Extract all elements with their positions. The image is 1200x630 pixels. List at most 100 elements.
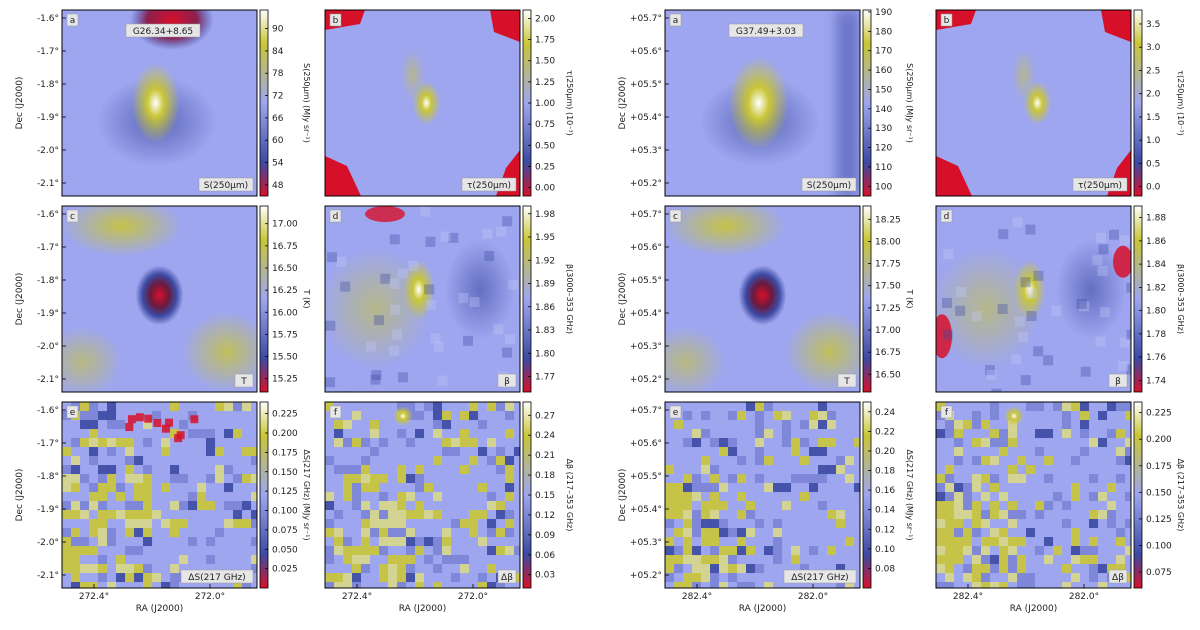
- colorbar-0-b: 2.00 1.75 1.50 1.25 1.00 0.75 0.50 0.25 0.00 τ(25…: [522, 9, 574, 197]
- panel-letter-box: [669, 13, 682, 27]
- panel-letter-box: [329, 13, 342, 27]
- field-2: a S(250μm) G37.49+3.03 190 180 170 160 150 140 13…: [618, 8, 1185, 614]
- colorbar-tick-label: 17.25: [875, 304, 901, 314]
- colorbar-tick-label: 0.175: [272, 448, 298, 458]
- colorbar-tick-label: 90: [272, 25, 284, 35]
- colorbar-tick-label: 1.00: [535, 99, 555, 109]
- dec-tick-label: -2.1°: [37, 375, 59, 385]
- colorbar-tick-label: 180: [875, 27, 892, 37]
- map-label: β: [1115, 377, 1121, 387]
- colorbar-tick-label: 1.86: [535, 303, 555, 313]
- colorbar-1-d: 1.88 1.86 1.84 1.82 1.80 1.78 1.76 1.74 β(3000–3…: [1133, 205, 1185, 393]
- colorbar-tick-label: 15.50: [272, 353, 298, 363]
- panel-letter-box: [329, 209, 342, 223]
- colorbar-scale: [522, 205, 532, 393]
- map-label: Δβ: [501, 573, 513, 583]
- dec-tick-label: +05.4°: [630, 113, 662, 123]
- panel-0-f: f Δβ 0.27 0.24 0.21 0.18 0.15 0.12 0.09 0.06 0.03 Δ…: [324, 401, 574, 614]
- dec-tick-label: +05.3°: [630, 146, 662, 156]
- panel-letter: a: [673, 16, 679, 26]
- colorbar-tick-label: 0.10: [875, 545, 895, 555]
- map-label-box: [461, 177, 517, 192]
- field-title: G37.49+3.03: [736, 27, 796, 37]
- map-label-box: [801, 177, 857, 192]
- dec-tick-label: +05.7°: [630, 210, 662, 220]
- panel-0-e: e ΔS(217 GHz) 0.225 0.200 0.175 0.150 0.125 0.1…: [15, 401, 311, 614]
- colorbar-tick-label: 1.74: [1146, 376, 1166, 386]
- colorbar-label: S(250μm) (MJy sr⁻¹): [302, 63, 311, 143]
- colorbar-tick-label: 15.75: [272, 330, 298, 340]
- colorbar-tick-label: 0.03: [535, 571, 555, 581]
- panel-0-a: a S(250μm) G26.34+8.65 90 84 78 72 66 60 54 48 S(25…: [15, 9, 311, 197]
- panel-letter: a: [70, 16, 76, 26]
- dec-tick-label: -2.0°: [37, 146, 59, 156]
- map-label: ΔS(217 GHz): [188, 573, 245, 583]
- map-label: T: [240, 377, 247, 387]
- colorbar-tick-label: 2.0: [1146, 90, 1161, 100]
- colorbar-1-e: 0.24 0.22 0.20 0.18 0.16 0.14 0.12 0.10 0.08 ΔS(2…: [862, 401, 914, 589]
- colorbar-tick-label: 0.18: [875, 467, 895, 477]
- ra-tick-label: 282.0°: [798, 592, 828, 602]
- colorbar-tick-label: 1.25: [535, 78, 555, 88]
- map-label: β: [504, 377, 510, 387]
- colorbar-0-a: 90 84 78 72 66 60 54 48 S(250μm) (MJy sr⁻¹): [259, 9, 311, 197]
- panel-letter-box: [329, 405, 342, 419]
- colorbar-tick-label: 100: [875, 182, 892, 192]
- dec-tick-label: +05.7°: [630, 406, 662, 416]
- colorbar-scale: [862, 205, 872, 393]
- colorbar-tick-label: 0.025: [272, 565, 298, 575]
- colorbar-tick-label: 0.09: [535, 531, 555, 541]
- colorbar-tick-label: 78: [272, 69, 284, 79]
- panel-1-e: e ΔS(217 GHz) 0.24 0.22 0.20 0.18 0.16 0.14 0.12…: [618, 401, 914, 614]
- field-1: a S(250μm) G26.34+8.65 90 84 78 72 66 60 54 48 S(25…: [15, 9, 574, 614]
- field-title-box: [728, 23, 804, 38]
- dec-tick-label: -1.6°: [37, 14, 59, 24]
- colorbar-tick-label: 1.50: [535, 57, 555, 67]
- colorbar-scale: [259, 9, 269, 197]
- ra-tick-label: 282.4°: [953, 592, 983, 602]
- map-label-box: [234, 373, 254, 388]
- colorbar-tick-label: 1.5: [1146, 113, 1160, 123]
- colorbar-tick-label: 0.050: [272, 545, 298, 555]
- panel-letter-box: [669, 405, 682, 419]
- ra-tick-label: 272.0°: [458, 592, 488, 602]
- dec-tick-label: -2.1°: [37, 571, 59, 581]
- panel-letter-box: [940, 405, 953, 419]
- colorbar-label: S(250μm) (MJy sr⁻¹): [905, 63, 914, 143]
- dec-tick-label: +05.5°: [630, 276, 662, 286]
- colorbar-tick-label: 1.95: [535, 233, 555, 243]
- panel-1-d: d β 1.88 1.86 1.84 1.82 1.80 1.78 1.76 1.74 β(3000…: [935, 205, 1185, 393]
- dec-tick-label: +05.6°: [630, 439, 662, 449]
- colorbar-tick-label: 17.00: [875, 326, 901, 336]
- panel-1-f: f Δβ 0.225 0.200 0.175 0.150 0.125 0.100 0.075 Δβ…: [935, 401, 1185, 614]
- ra-tick-label: 272.0°: [195, 592, 225, 602]
- colorbar-tick-label: 15.25: [272, 375, 298, 385]
- colorbar-tick-label: 66: [272, 114, 284, 124]
- colorbar-scale: [862, 9, 872, 197]
- colorbar-0-c: 17.00 16.75 16.50 16.25 16.00 15.75 15.50 15.25…: [259, 205, 311, 393]
- colorbar-tick-label: 0.200: [1146, 435, 1172, 445]
- map-label: T: [843, 377, 850, 387]
- colorbar-tick-label: 1.76: [1146, 353, 1166, 363]
- colorbar-tick-label: 2.00: [535, 14, 555, 24]
- y-axis-label: Dec (J2000): [15, 77, 25, 130]
- colorbar-tick-label: 17.00: [272, 220, 298, 230]
- dec-tick-label: +05.5°: [630, 472, 662, 482]
- colorbar-scale: [259, 401, 269, 589]
- map-label: Δβ: [1112, 573, 1124, 583]
- colorbar-tick-label: 2.5: [1146, 66, 1160, 76]
- colorbar-tick-label: 16.25: [272, 286, 298, 296]
- colorbar-0-f: 0.27 0.24 0.21 0.18 0.15 0.12 0.09 0.06 0.03 Δβ (…: [522, 401, 574, 589]
- map-label-box: [1072, 177, 1128, 192]
- dec-tick-label: +05.6°: [630, 47, 662, 57]
- colorbar-tick-label: 0.225: [1146, 409, 1172, 419]
- map-label: S(250μm): [204, 181, 248, 191]
- colorbar-tick-label: 0.15: [535, 491, 555, 501]
- map-label-box: [180, 569, 254, 584]
- y-axis-label: Dec (J2000): [618, 273, 628, 326]
- colorbar-label: τ(250μm) (10⁻³): [1176, 70, 1185, 136]
- dec-tick-label: +05.4°: [630, 309, 662, 319]
- colorbar-tick-label: 17.75: [875, 260, 901, 270]
- colorbar-tick-label: 1.86: [1146, 237, 1166, 247]
- colorbar-tick-label: 1.82: [1146, 283, 1166, 293]
